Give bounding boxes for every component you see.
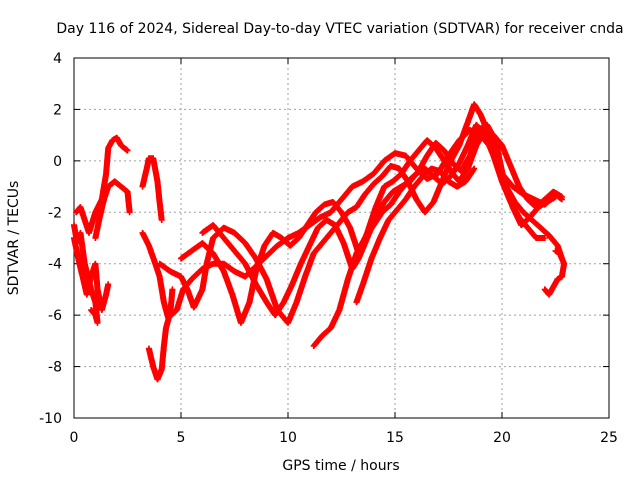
- data-point-markers: [92, 178, 133, 241]
- axis-ticks: 0 5 10 15 20 25 -10 -8 -6 -4 -2 0 2 4: [39, 51, 618, 446]
- y-tick-label: -4: [48, 257, 62, 273]
- data-point-markers: [71, 235, 112, 313]
- data-series: [71, 101, 568, 383]
- series-track-l: [353, 165, 478, 306]
- x-tick-label: 25: [600, 430, 618, 446]
- data-point-markers: [353, 165, 478, 306]
- y-tick-label: 0: [53, 154, 62, 170]
- y-tick-label: -2: [48, 205, 62, 221]
- y-axis-label: SDTVAR / TECUs: [6, 181, 22, 296]
- y-tick-label: 2: [53, 102, 62, 118]
- x-tick-label: 5: [177, 430, 186, 446]
- x-tick-label: 0: [70, 430, 79, 446]
- series-track-d: [92, 178, 133, 241]
- y-tick-label: -10: [39, 411, 62, 427]
- data-point-markers: [139, 155, 165, 223]
- x-tick-label: 20: [493, 430, 511, 446]
- x-axis-label: GPS time / hours: [282, 458, 399, 474]
- series-track-c: [71, 235, 112, 313]
- y-tick-label: -6: [48, 308, 62, 324]
- chart-title: Day 116 of 2024, Sidereal Day-to-day VTE…: [56, 21, 623, 37]
- x-tick-label: 10: [279, 430, 297, 446]
- data-point-markers: [541, 247, 568, 298]
- series-track-e: [139, 155, 165, 223]
- series-track-m: [541, 247, 568, 298]
- x-tick-label: 15: [386, 430, 404, 446]
- y-tick-label: 4: [53, 51, 62, 67]
- y-tick-label: -8: [48, 360, 62, 376]
